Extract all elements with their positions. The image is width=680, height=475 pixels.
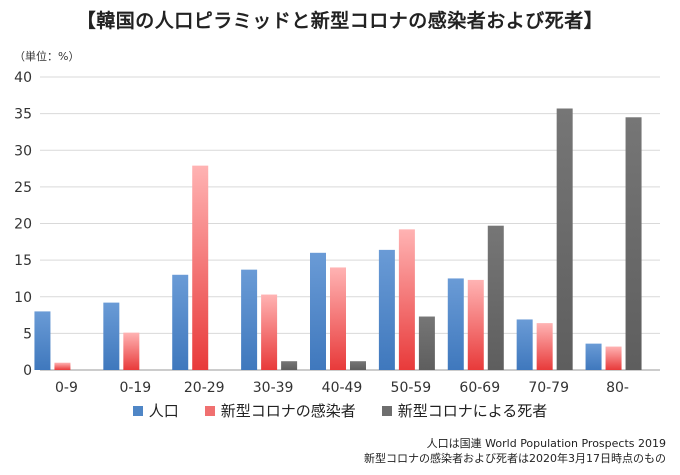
y-tick-label: 10 xyxy=(14,290,32,306)
bar-series-0-30-39 xyxy=(241,269,258,370)
legend-swatch xyxy=(204,405,215,416)
legend-swatch xyxy=(381,405,392,416)
y-tick-label: 5 xyxy=(23,326,32,342)
bar-series-1-30-39 xyxy=(261,294,278,370)
legend-label: 新型コロナの感染者 xyxy=(220,402,356,420)
bar-series-1-0-19 xyxy=(123,332,140,370)
source-note: 人口は国連 World Population Prospects 2019 新型… xyxy=(364,436,666,466)
source-line-2: 新型コロナの感染者および死者は2020年3月17日時点のもの xyxy=(364,452,666,465)
x-tick-label: 50-59 xyxy=(391,380,432,396)
bar-series-0-70-79 xyxy=(516,319,533,370)
legend-item: 新型コロナの感染者 xyxy=(204,400,356,421)
chart-title: 【韓国の人口ピラミッドと新型コロナの感染者および死者】 xyxy=(76,10,604,32)
legend-label: 人口 xyxy=(148,402,179,420)
bar-series-1-20-29 xyxy=(192,165,209,370)
bar-series-0-80- xyxy=(585,343,602,370)
bar-series-2-70-79 xyxy=(556,108,573,370)
bar-series-2-40-49 xyxy=(350,361,366,370)
legend-item: 新型コロナによる死者 xyxy=(381,400,548,421)
bar-series-1-40-49 xyxy=(330,267,346,370)
y-tick-label: 15 xyxy=(14,253,32,269)
bar-series-0-60-69 xyxy=(447,278,464,370)
legend: 人口 新型コロナの感染者 新型コロナによる死者 xyxy=(0,400,680,421)
bar-series-2-30-39 xyxy=(281,361,298,370)
bar-series-1-60-69 xyxy=(467,279,484,370)
bar-chart: 0 5 10 15 20 25 30 35 40 0-9 0-19 20-29 30-39 40-49 5… xyxy=(14,70,660,396)
y-tick-label: 30 xyxy=(14,143,32,159)
bar-series-0-0-9 xyxy=(34,311,51,370)
x-tick-label: 20-29 xyxy=(184,380,225,396)
x-tick-label: 40-49 xyxy=(322,380,363,396)
y-tick-label: 25 xyxy=(14,180,32,196)
bar-series-0-50-59 xyxy=(378,249,395,370)
source-line-1: 人口は国連 World Population Prospects 2019 xyxy=(426,437,666,450)
bar-series-0-40-49 xyxy=(310,252,326,370)
x-tick-label: 70-79 xyxy=(528,380,569,396)
y-tick-label: 35 xyxy=(14,107,32,123)
y-tick-label: 40 xyxy=(14,70,32,86)
legend-swatch xyxy=(132,405,143,416)
legend-item: 人口 xyxy=(132,400,179,421)
bar-series-2-50-59 xyxy=(418,316,435,370)
bar-series-2-80- xyxy=(625,117,642,370)
x-tick-label: 30-39 xyxy=(253,380,294,396)
unit-label: （単位：%） xyxy=(14,50,80,63)
bar-series-0-20-29 xyxy=(172,274,189,370)
x-tick-label: 0-9 xyxy=(55,380,78,396)
x-tick-label: 60-69 xyxy=(459,380,500,396)
y-tick-label: 20 xyxy=(14,217,32,233)
bar-series-1-50-59 xyxy=(398,229,415,370)
bar-series-1-70-79 xyxy=(536,323,553,370)
bar-series-1-0-9 xyxy=(54,362,71,370)
y-tick-label: 0 xyxy=(23,363,32,379)
legend-label: 新型コロナによる死者 xyxy=(397,402,548,420)
bar-series-1-80- xyxy=(605,346,622,370)
x-tick-label: 0-19 xyxy=(119,380,151,396)
bar-series-0-0-19 xyxy=(103,302,120,370)
bar-series-2-60-69 xyxy=(487,225,504,370)
x-tick-label: 80- xyxy=(606,380,629,396)
